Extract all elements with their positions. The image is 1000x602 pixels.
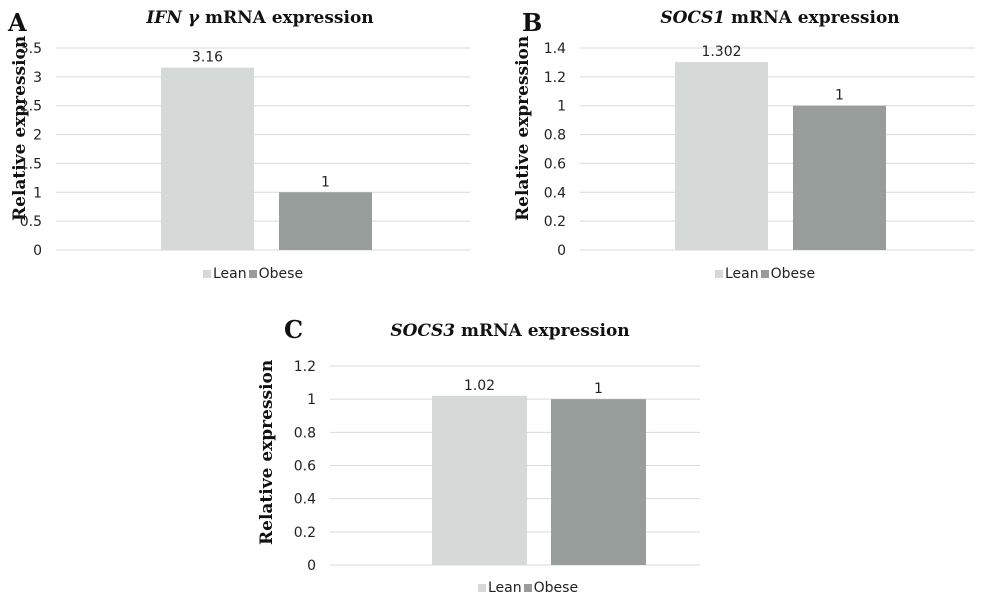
legend-entry-obese: Obese [760, 266, 816, 282]
y-tick-label: 1 [557, 99, 566, 115]
legend-label: Lean [725, 266, 759, 282]
legend-entry-lean: Lean [478, 580, 522, 596]
y-tick-label: 0.6 [544, 156, 566, 172]
y-tick-label: 0 [307, 558, 316, 574]
y-tick-label: 0.4 [294, 492, 316, 508]
y-tick-label: 1 [307, 392, 316, 408]
panel-letter: C [284, 315, 304, 344]
legend-swatch [248, 270, 257, 278]
y-tick-label: 0.6 [294, 459, 316, 475]
legend-label: Lean [213, 266, 247, 282]
legend-swatch [203, 270, 211, 278]
data-label-obese: 1 [321, 174, 330, 190]
legend-label: Obese [533, 580, 579, 596]
panel-letter: A [8, 8, 27, 37]
chart-panel-a: A IFN γ mRNA expression Relative express… [0, 0, 490, 300]
bar-obese [551, 399, 646, 565]
y-tick-label: 0.2 [294, 525, 316, 541]
data-label-lean: 1.302 [701, 44, 741, 60]
y-tick-label: 3.5 [20, 41, 42, 57]
legend: Lean Obese [203, 266, 303, 282]
legend-swatch [715, 270, 723, 278]
bar-lean [432, 395, 527, 565]
y-tick-label: 0 [33, 243, 42, 259]
y-tick-label: 0.5 [20, 214, 42, 230]
y-tick-label: 2.5 [20, 99, 42, 115]
bar-obese [279, 192, 372, 250]
chart-title-rest: mRNA expression [455, 321, 630, 341]
y-tick-label: 3 [33, 70, 42, 86]
y-tick-label: 0.8 [544, 128, 566, 144]
chart-title-gene: SOCS1 [660, 8, 726, 28]
bar-lean [161, 67, 254, 250]
legend: Lean Obese [715, 266, 815, 282]
chart-title: SOCS1 mRNA expression [600, 8, 960, 28]
bar-lean [675, 62, 768, 250]
legend-entry-obese: Obese [523, 580, 579, 596]
chart-title-rest: mRNA expression [199, 8, 374, 28]
y-tick-label: 1.4 [544, 41, 566, 57]
bar-obese [793, 105, 886, 250]
legend-entry-lean: Lean [715, 266, 759, 282]
legend-swatch [478, 584, 486, 592]
bar-plot: 0 0.2 0.4 0.6 0.8 1 1.2 1.4 1.302 1 [544, 41, 975, 259]
y-tick-label: 1.5 [20, 156, 42, 172]
chart-title: SOCS3 mRNA expression [330, 321, 690, 341]
chart-title-rest: mRNA expression [725, 8, 900, 28]
chart-panel-b: B SOCS1 mRNA expression Relative express… [500, 0, 1000, 300]
legend-entry-obese: Obese [248, 266, 304, 282]
legend-entry-lean: Lean [203, 266, 247, 282]
y-tick-label: 0.2 [544, 214, 566, 230]
legend-label: Obese [770, 266, 816, 282]
legend-label: Obese [258, 266, 304, 282]
chart-panel-c: C SOCS3 mRNA expression Relative express… [250, 305, 750, 602]
bar-plot: 0 0.2 0.4 0.6 0.8 1 1.2 1.02 1 [294, 359, 700, 574]
legend-swatch [760, 270, 769, 278]
y-tick-label: 1.2 [294, 359, 316, 375]
chart-title-gene: IFN γ [146, 8, 200, 28]
y-tick-label: 0.8 [294, 425, 316, 441]
chart-title-gene: SOCS3 [390, 321, 456, 341]
panel-letter: B [522, 8, 543, 37]
data-label-lean: 1.02 [464, 378, 495, 394]
bar-plot: 0 0.5 1 1.5 2 2.5 3 3.5 3.16 1 [20, 41, 470, 259]
y-tick-label: 0.4 [544, 185, 566, 201]
legend-swatch [523, 584, 532, 592]
y-tick-label: 1.2 [544, 70, 566, 86]
data-label-obese: 1 [835, 88, 844, 104]
data-label-lean: 3.16 [192, 50, 223, 66]
chart-title: IFN γ mRNA expression [80, 8, 440, 28]
legend-label: Lean [488, 580, 522, 596]
y-tick-label: 1 [33, 185, 42, 201]
y-tick-label: 2 [33, 128, 42, 144]
data-label-obese: 1 [594, 381, 603, 397]
legend: Lean Obese [478, 580, 578, 596]
y-tick-label: 0 [557, 243, 566, 259]
